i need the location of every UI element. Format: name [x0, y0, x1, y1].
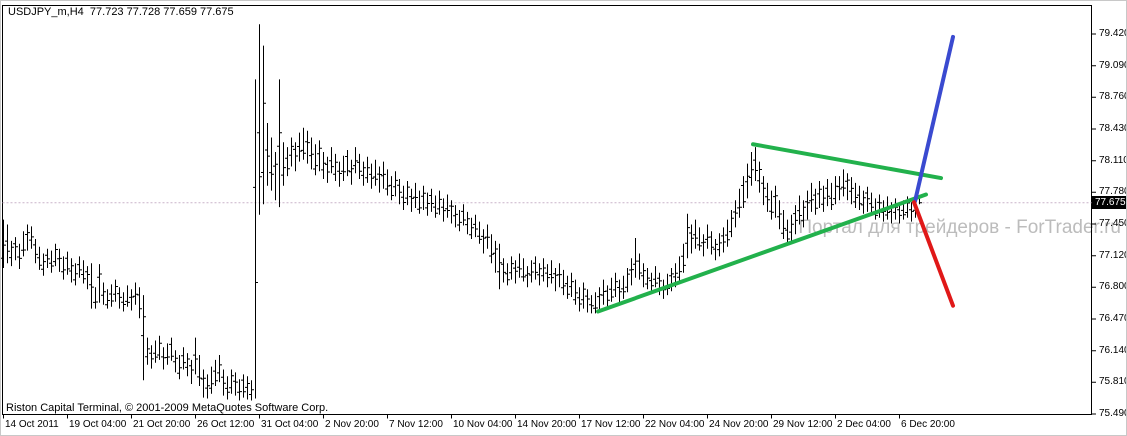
price-axis-label: 78.110 [1099, 154, 1127, 166]
triangle-lower-green[interactable] [596, 192, 928, 314]
price-axis-label: 76.470 [1099, 313, 1127, 324]
time-axis-label: 31 Oct 04:00 [261, 419, 319, 430]
triangle-upper-green[interactable] [751, 142, 943, 181]
time-axis-label: 17 Nov 12:00 [581, 419, 641, 430]
projection-up-blue[interactable] [913, 34, 955, 204]
time-axis-label: 14 Oct 2011 [5, 419, 59, 430]
time-axis-label: 2 Dec 04:00 [837, 419, 891, 430]
time-axis-label: 29 Nov 12:00 [773, 419, 833, 430]
price-axis-label: 76.140 [1099, 344, 1127, 356]
time-axis-label: 10 Nov 04:00 [453, 419, 513, 430]
current-price-tag: 77.675 [1092, 196, 1126, 210]
price-axis-label: 79.090 [1099, 59, 1127, 71]
ohlc-bars [1, 24, 922, 401]
time-axis-label: 24 Nov 20:00 [709, 419, 769, 430]
time-axis-label: 26 Oct 12:00 [197, 419, 255, 430]
price-axis-label: 77.120 [1099, 249, 1127, 261]
price-axis-label: 75.810 [1099, 376, 1127, 388]
time-axis-label: 6 Dec 20:00 [901, 419, 955, 430]
time-axis-label: 21 Oct 20:00 [133, 419, 191, 430]
time-axis-label: 2 Nov 20:00 [325, 419, 379, 430]
price-axis-label: 75.490 [1099, 408, 1127, 419]
price-axis-label: 78.760 [1099, 91, 1127, 103]
watermark-text: Портал для трейдеров - ForTrader.ru [798, 217, 1121, 238]
price-axis-label: 77.780 [1099, 186, 1127, 198]
time-axis-label: 22 Nov 04:00 [645, 419, 705, 430]
price-axis-label: 76.800 [1099, 281, 1127, 293]
copyright-text: Riston Capital Terminal, © 2001-2009 Met… [6, 402, 332, 414]
time-axis-label: 14 Nov 20:00 [517, 419, 577, 430]
price-axis-label: 79.420 [1099, 28, 1127, 39]
price-axis-label: 78.430 [1099, 123, 1127, 134]
projection-down-red[interactable] [912, 200, 955, 308]
time-axis-label: 7 Nov 12:00 [389, 419, 443, 430]
axis-ticks [3, 33, 1096, 419]
price-axis-label: 77.450 [1099, 218, 1127, 229]
chart-title: USDJPY_m,H4 77.723 77.728 77.659 77.675 [8, 6, 234, 18]
plot-frame [2, 5, 1092, 415]
time-axis-label: 19 Oct 04:00 [69, 419, 127, 430]
